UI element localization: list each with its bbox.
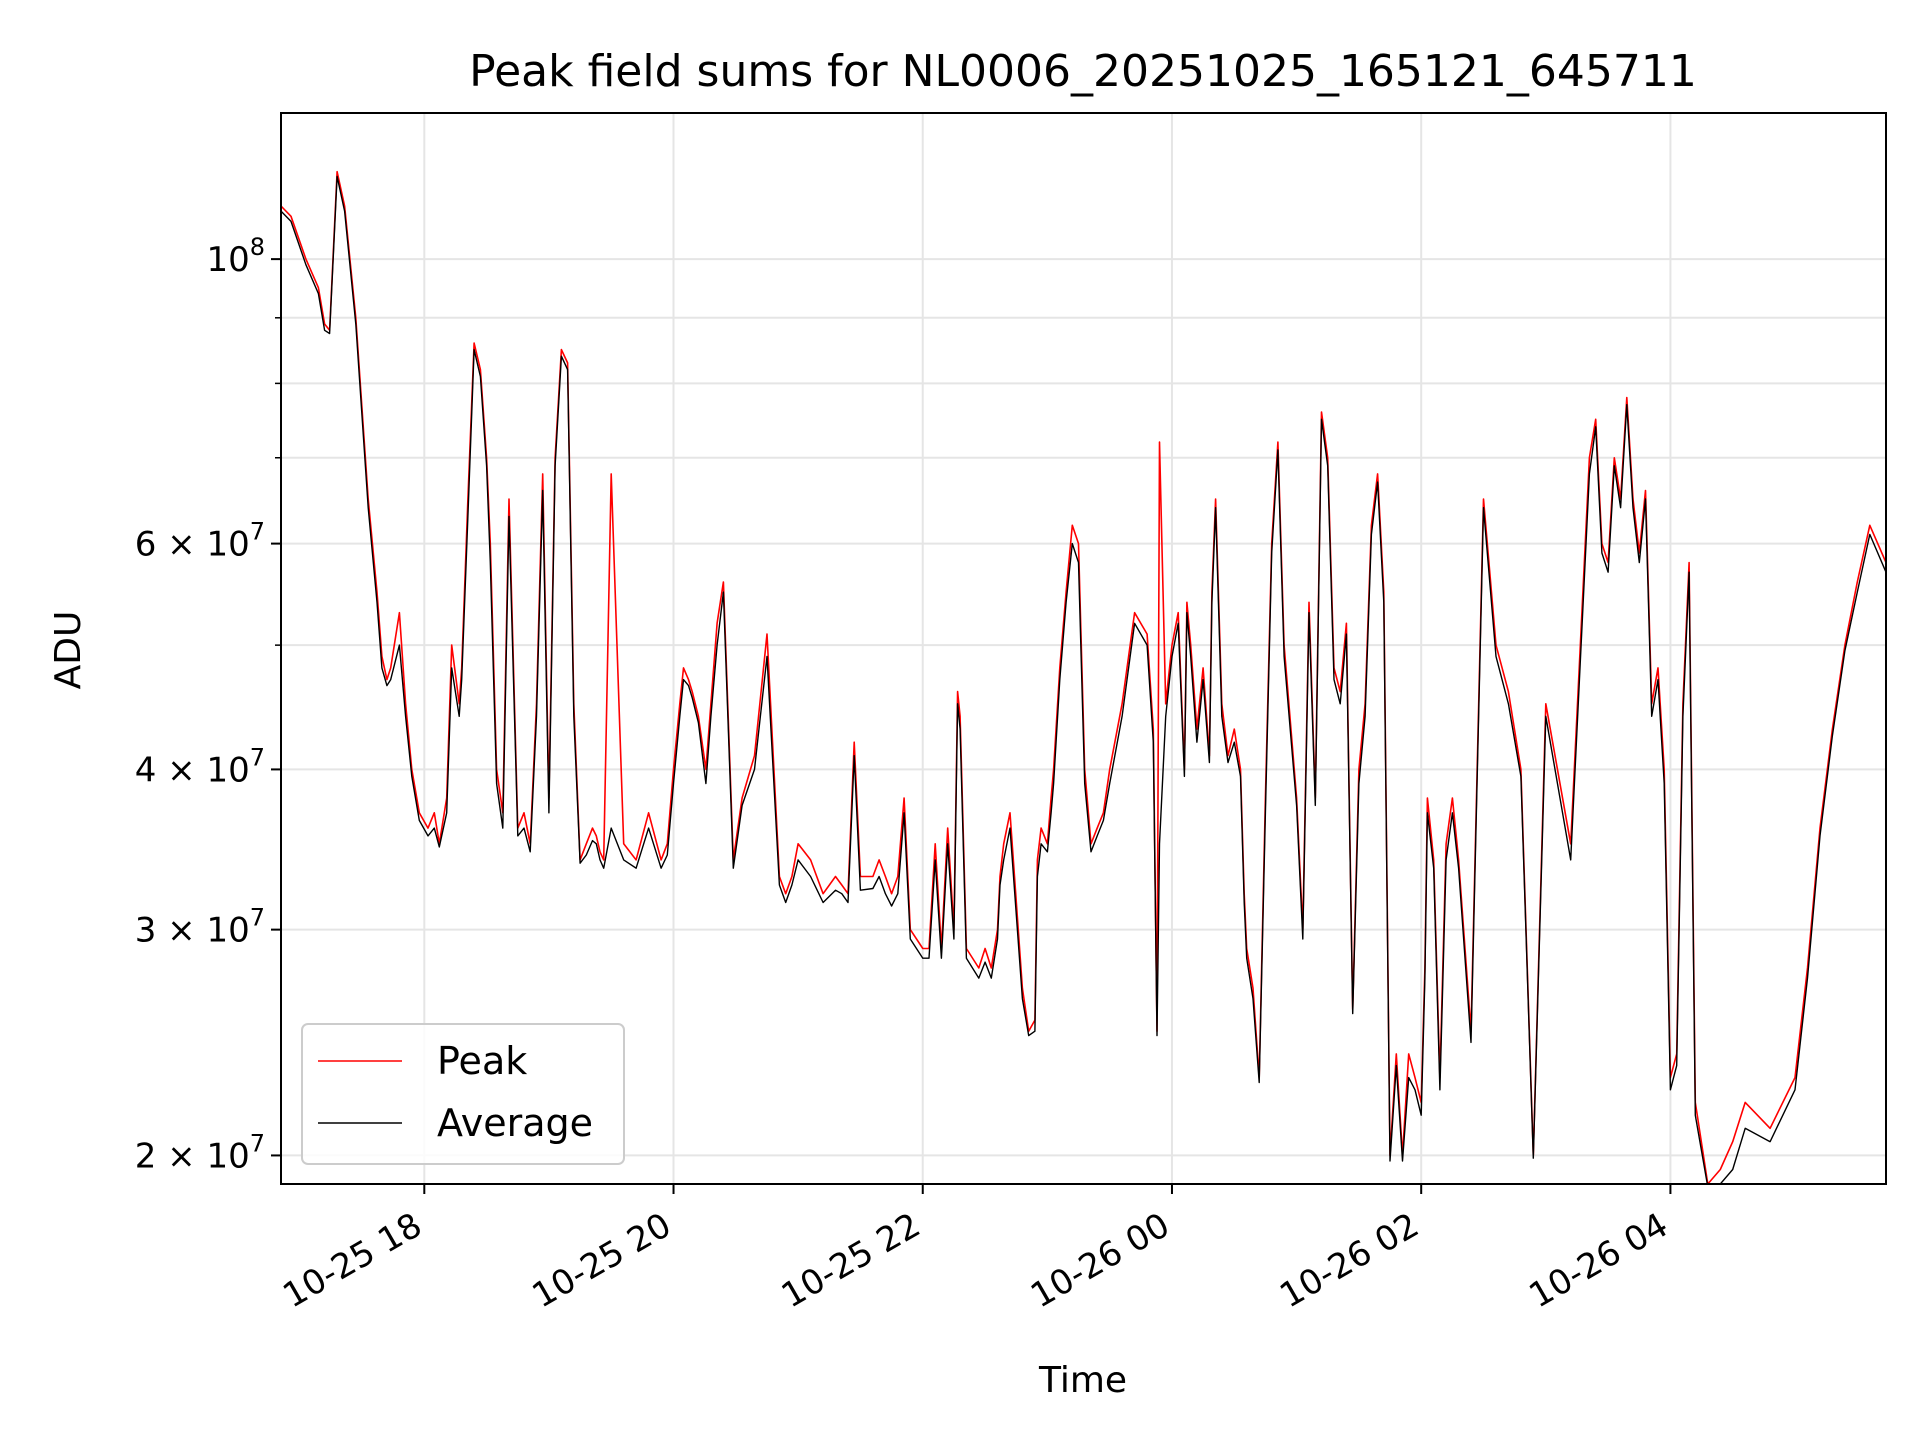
- legend-box: [301, 1023, 625, 1165]
- y-tick-label-exponent: 7: [250, 743, 265, 771]
- y-tick-label-base: 3 × 10: [135, 911, 250, 951]
- legend-label-peak: Peak: [437, 1039, 527, 1083]
- x-axis-label: Time: [1038, 1360, 1127, 1401]
- plot-frame: [280, 112, 1887, 1185]
- y-tick-label-base: 10: [206, 240, 249, 280]
- y-tick-label: 4 × 107: [135, 743, 265, 790]
- y-tick-label: 2 × 107: [135, 1129, 265, 1176]
- y-tick-label-exponent: 7: [250, 1129, 265, 1157]
- y-tick-label: 6 × 107: [135, 518, 265, 565]
- y-tick-label-exponent: 7: [250, 518, 265, 546]
- chart-title: Peak field sums for NL0006_20251025_1651…: [469, 46, 1697, 97]
- y-axis-label: ADU: [48, 611, 89, 690]
- y-tick-label-exponent: 7: [250, 904, 265, 932]
- legend: Peak Average: [301, 1023, 625, 1165]
- y-tick-label-base: 4 × 10: [135, 750, 250, 790]
- series-line-average: [281, 175, 1886, 1184]
- y-tick-label: 3 × 107: [135, 904, 265, 951]
- y-tick-label: 108: [206, 233, 265, 280]
- y-tick-label-base: 2 × 10: [135, 1136, 250, 1176]
- series-layer: [281, 170, 1886, 1184]
- legend-label-average: Average: [437, 1101, 593, 1145]
- y-tick-label-base: 6 × 10: [135, 525, 250, 565]
- y-tick-label-exponent: 8: [250, 233, 265, 261]
